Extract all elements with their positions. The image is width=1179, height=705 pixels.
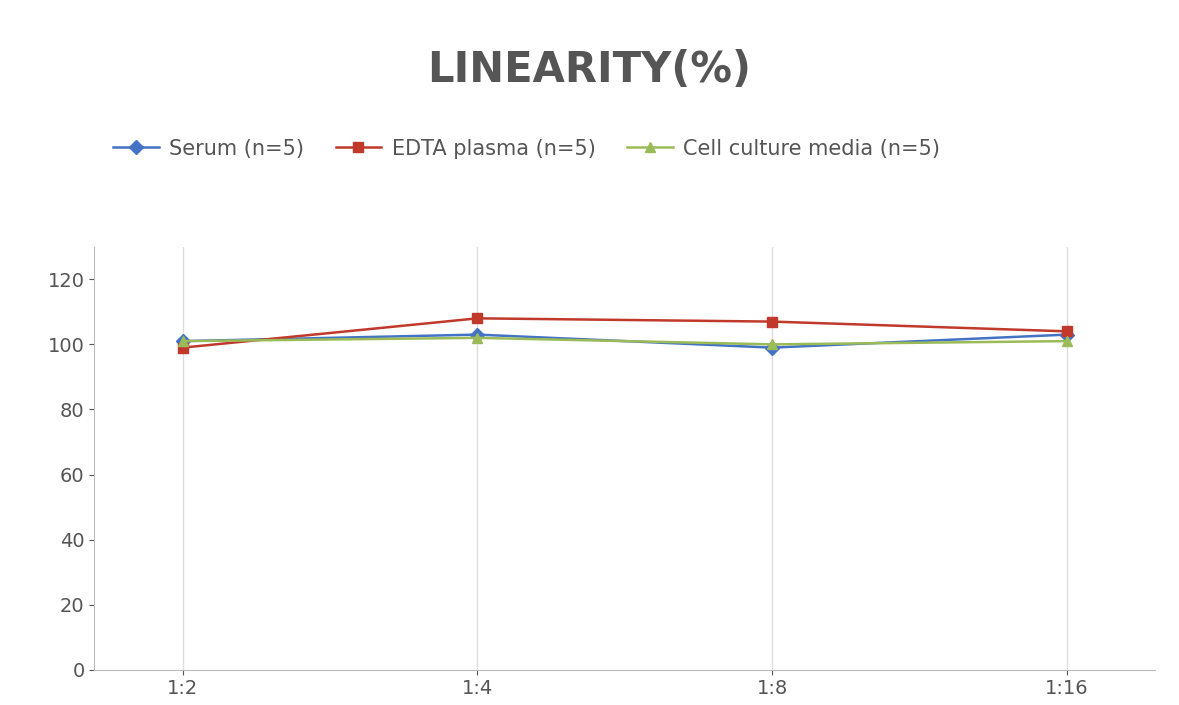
EDTA plasma (n=5) — [176, 343, 190, 352]
Cell culture media (n=5) — [765, 340, 779, 348]
Serum (n=5) — [765, 343, 779, 352]
Serum (n=5) — [176, 337, 190, 345]
EDTA plasma (n=5) — [1060, 327, 1074, 336]
Line: EDTA plasma (n=5): EDTA plasma (n=5) — [178, 314, 1072, 352]
Text: LINEARITY(%): LINEARITY(%) — [428, 49, 751, 92]
Cell culture media (n=5) — [176, 337, 190, 345]
Line: Serum (n=5): Serum (n=5) — [178, 330, 1072, 352]
Line: Cell culture media (n=5): Cell culture media (n=5) — [178, 333, 1072, 349]
Cell culture media (n=5) — [1060, 337, 1074, 345]
Serum (n=5) — [470, 331, 485, 339]
EDTA plasma (n=5) — [765, 317, 779, 326]
Legend: Serum (n=5), EDTA plasma (n=5), Cell culture media (n=5): Serum (n=5), EDTA plasma (n=5), Cell cul… — [105, 130, 949, 167]
Cell culture media (n=5) — [470, 333, 485, 342]
Serum (n=5) — [1060, 331, 1074, 339]
EDTA plasma (n=5) — [470, 314, 485, 323]
